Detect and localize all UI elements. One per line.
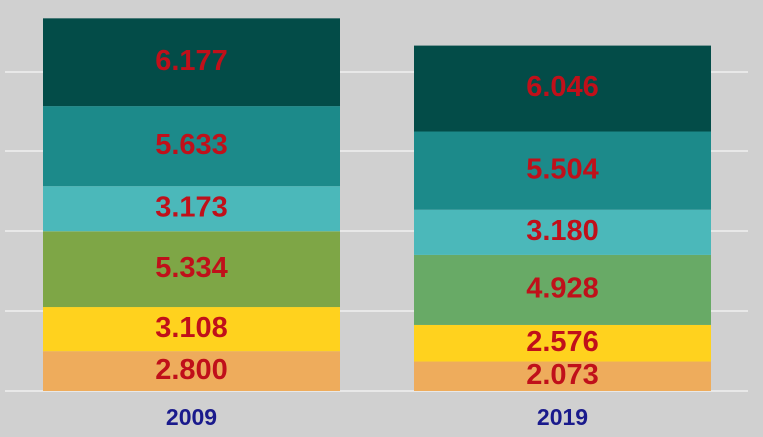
data-label-2009-0: 2.800 (155, 354, 228, 386)
bar-segment-2019-5 (414, 45, 711, 132)
data-label-2009-2: 5.334 (155, 252, 228, 284)
data-label-2009-1: 3.108 (155, 312, 228, 344)
bar-segment-2009-4 (43, 106, 340, 187)
bar-segment-2019-4 (414, 131, 711, 210)
data-label-2019-4: 5.504 (526, 153, 599, 185)
data-label-2019-3: 3.180 (526, 215, 599, 247)
bar-segment-2019-0 (414, 361, 711, 391)
data-label-2019-0: 2.073 (526, 359, 599, 391)
category-label-2009: 2009 (166, 404, 217, 430)
bar-segment-2009-3 (43, 186, 340, 232)
bar-segment-2009-1 (43, 307, 340, 352)
data-label-2009-5: 6.177 (155, 45, 228, 77)
data-label-2009-3: 3.173 (155, 191, 228, 223)
bar-segment-2019-3 (414, 209, 711, 255)
data-label-2009-4: 5.633 (155, 129, 228, 161)
bar-segment-2009-0 (43, 351, 340, 391)
bar-segment-2019-1 (414, 324, 711, 362)
data-label-2019-2: 4.928 (526, 273, 599, 305)
bar-segment-2009-5 (43, 18, 340, 107)
bar-segment-2019-2 (414, 254, 711, 325)
data-label-2019-5: 6.046 (526, 71, 599, 103)
category-label-2019: 2019 (537, 404, 588, 430)
bar-segment-2009-2 (43, 231, 340, 308)
data-label-2019-1: 2.576 (526, 326, 599, 358)
